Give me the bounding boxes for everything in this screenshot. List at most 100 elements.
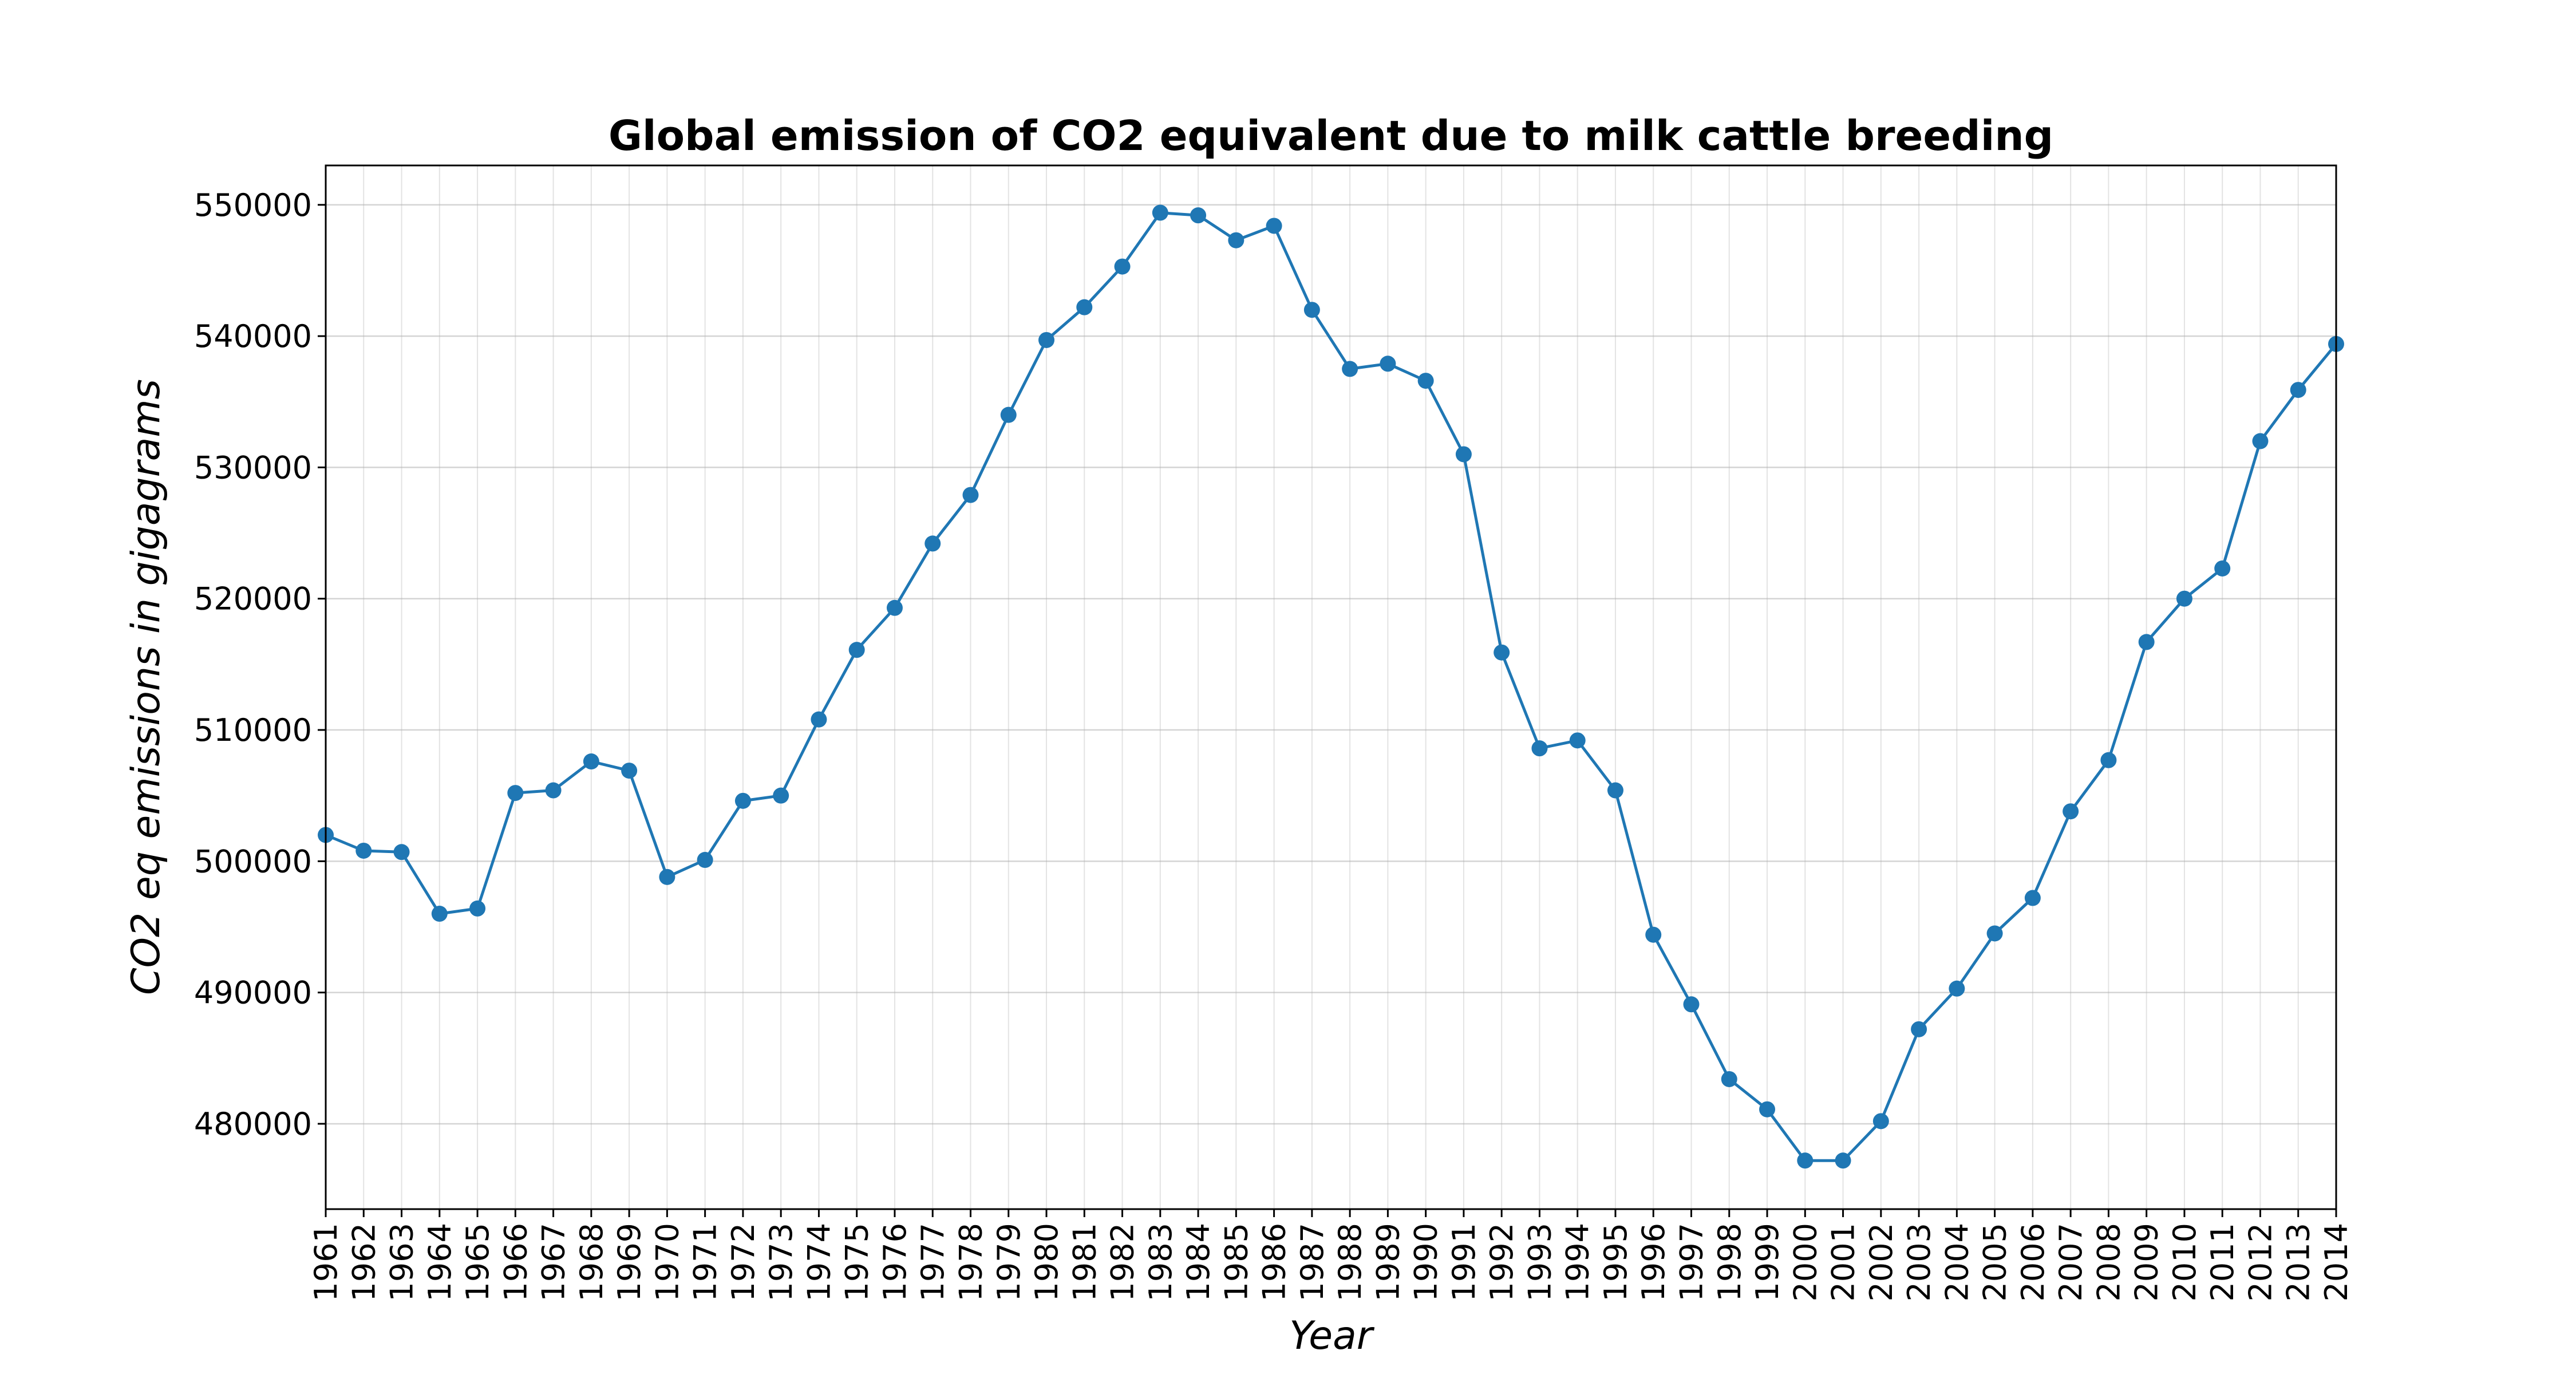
x-tick-label: 1980 xyxy=(1029,1223,1065,1301)
x-tick-label: 1972 xyxy=(725,1223,761,1301)
x-tick-label: 1978 xyxy=(953,1223,989,1301)
data-point xyxy=(886,599,903,616)
x-tick-label: 1968 xyxy=(574,1223,610,1301)
data-point xyxy=(1303,302,1320,318)
data-point xyxy=(2290,382,2306,398)
data-point xyxy=(2214,560,2231,577)
data-point xyxy=(2252,433,2269,449)
y-tick-label: 490000 xyxy=(194,975,312,1011)
x-tick-label: 1987 xyxy=(1294,1223,1330,1301)
data-point xyxy=(1797,1152,1814,1169)
data-point xyxy=(659,868,675,885)
data-point xyxy=(1721,1071,1737,1087)
x-tick-label: 1999 xyxy=(1749,1223,1785,1301)
data-point xyxy=(355,842,372,859)
grid xyxy=(326,165,2336,1209)
data-point xyxy=(583,753,599,770)
data-point xyxy=(924,535,941,552)
data-point xyxy=(621,763,638,779)
x-tick-label: 2005 xyxy=(1977,1223,2013,1301)
x-tick-label: 1989 xyxy=(1370,1223,1406,1301)
x-tick-label: 1964 xyxy=(422,1223,458,1301)
chart-title: Global emission of CO2 equivalent due to… xyxy=(609,112,2053,160)
data-point xyxy=(1531,740,1548,757)
data-point xyxy=(1455,446,1472,463)
data-point xyxy=(1835,1152,1851,1169)
x-tick-label: 1965 xyxy=(460,1223,496,1301)
data-point xyxy=(1266,218,1282,234)
x-tick-label: 2004 xyxy=(1939,1223,1975,1301)
x-tick-label: 2003 xyxy=(1901,1223,1937,1301)
data-point xyxy=(734,792,751,809)
x-tick-label: 1986 xyxy=(1257,1223,1293,1301)
x-tick-label: 2012 xyxy=(2242,1223,2278,1301)
data-point xyxy=(1152,204,1168,221)
x-tick-label: 2001 xyxy=(1826,1223,1862,1301)
x-tick-label: 1985 xyxy=(1218,1223,1254,1301)
x-tick-label: 1993 xyxy=(1522,1223,1558,1301)
data-point xyxy=(507,785,524,802)
data-point xyxy=(1380,356,1396,372)
x-tick-label: 1991 xyxy=(1446,1223,1482,1301)
x-tick-label: 2002 xyxy=(1863,1223,1899,1301)
data-point xyxy=(1494,644,1510,661)
data-point xyxy=(697,852,713,868)
data-point xyxy=(1417,373,1434,389)
data-point xyxy=(1949,980,1965,997)
x-tick-label: 2013 xyxy=(2281,1223,2317,1301)
data-point xyxy=(1645,926,1662,943)
x-tick-label: 1981 xyxy=(1066,1223,1103,1301)
data-point xyxy=(469,900,486,917)
x-tick-label: 2009 xyxy=(2129,1223,2165,1301)
data-point xyxy=(773,787,789,804)
x-tick-label: 1977 xyxy=(915,1223,951,1301)
x-tick-label: 2007 xyxy=(2053,1223,2089,1301)
data-point xyxy=(1911,1021,1927,1037)
data-point xyxy=(1986,925,2003,942)
data-point xyxy=(1342,361,1358,377)
y-tick-label: 520000 xyxy=(194,581,312,617)
data-point xyxy=(545,782,562,799)
data-point xyxy=(2063,803,2079,820)
data-point xyxy=(2100,752,2117,768)
x-axis-label: Year xyxy=(1289,1313,1375,1359)
y-axis-label: CO2 eq emissions in gigagrams xyxy=(124,379,169,995)
x-tick-label: 1963 xyxy=(384,1223,420,1301)
x-tick-label: 1975 xyxy=(839,1223,875,1301)
data-point xyxy=(2138,634,2155,650)
data-point xyxy=(1228,232,1244,248)
x-tick-label: 1997 xyxy=(1674,1223,1710,1301)
x-tick-label: 2014 xyxy=(2318,1223,2354,1301)
x-tick-label: 1992 xyxy=(1484,1223,1520,1301)
x-tick-label: 1995 xyxy=(1598,1223,1634,1301)
x-tick-label: 1983 xyxy=(1143,1223,1179,1301)
data-series xyxy=(318,204,2344,1169)
x-tick-label: 2000 xyxy=(1787,1223,1823,1301)
data-point xyxy=(1683,996,1700,1013)
x-tick-label: 1984 xyxy=(1180,1223,1216,1301)
y-tick-label: 550000 xyxy=(194,187,312,223)
x-tick-label: 1961 xyxy=(308,1223,344,1301)
y-tick-label: 500000 xyxy=(194,843,312,879)
y-tick-label: 540000 xyxy=(194,318,312,354)
x-tick-label: 1971 xyxy=(688,1223,724,1301)
data-point xyxy=(848,642,865,658)
x-tick-label: 1996 xyxy=(1635,1223,1672,1301)
x-tick-label: 1994 xyxy=(1560,1223,1596,1301)
x-tick-label: 1982 xyxy=(1105,1223,1141,1301)
y-tick-label: 480000 xyxy=(194,1106,312,1142)
x-tick-label: 1969 xyxy=(611,1223,647,1301)
x-tick-label: 1966 xyxy=(497,1223,534,1301)
x-tick-label: 2006 xyxy=(2015,1223,2051,1301)
data-point xyxy=(1190,207,1207,224)
x-tick-label: 1988 xyxy=(1332,1223,1368,1301)
x-tick-label: 2010 xyxy=(2167,1223,2203,1301)
x-tick-label: 1990 xyxy=(1408,1223,1444,1301)
data-point xyxy=(2024,890,2041,906)
data-point xyxy=(1000,406,1017,423)
x-tick-label: 1962 xyxy=(346,1223,382,1301)
data-point xyxy=(1569,732,1586,749)
plot-frame xyxy=(325,164,2337,1210)
data-point xyxy=(1872,1113,1889,1130)
